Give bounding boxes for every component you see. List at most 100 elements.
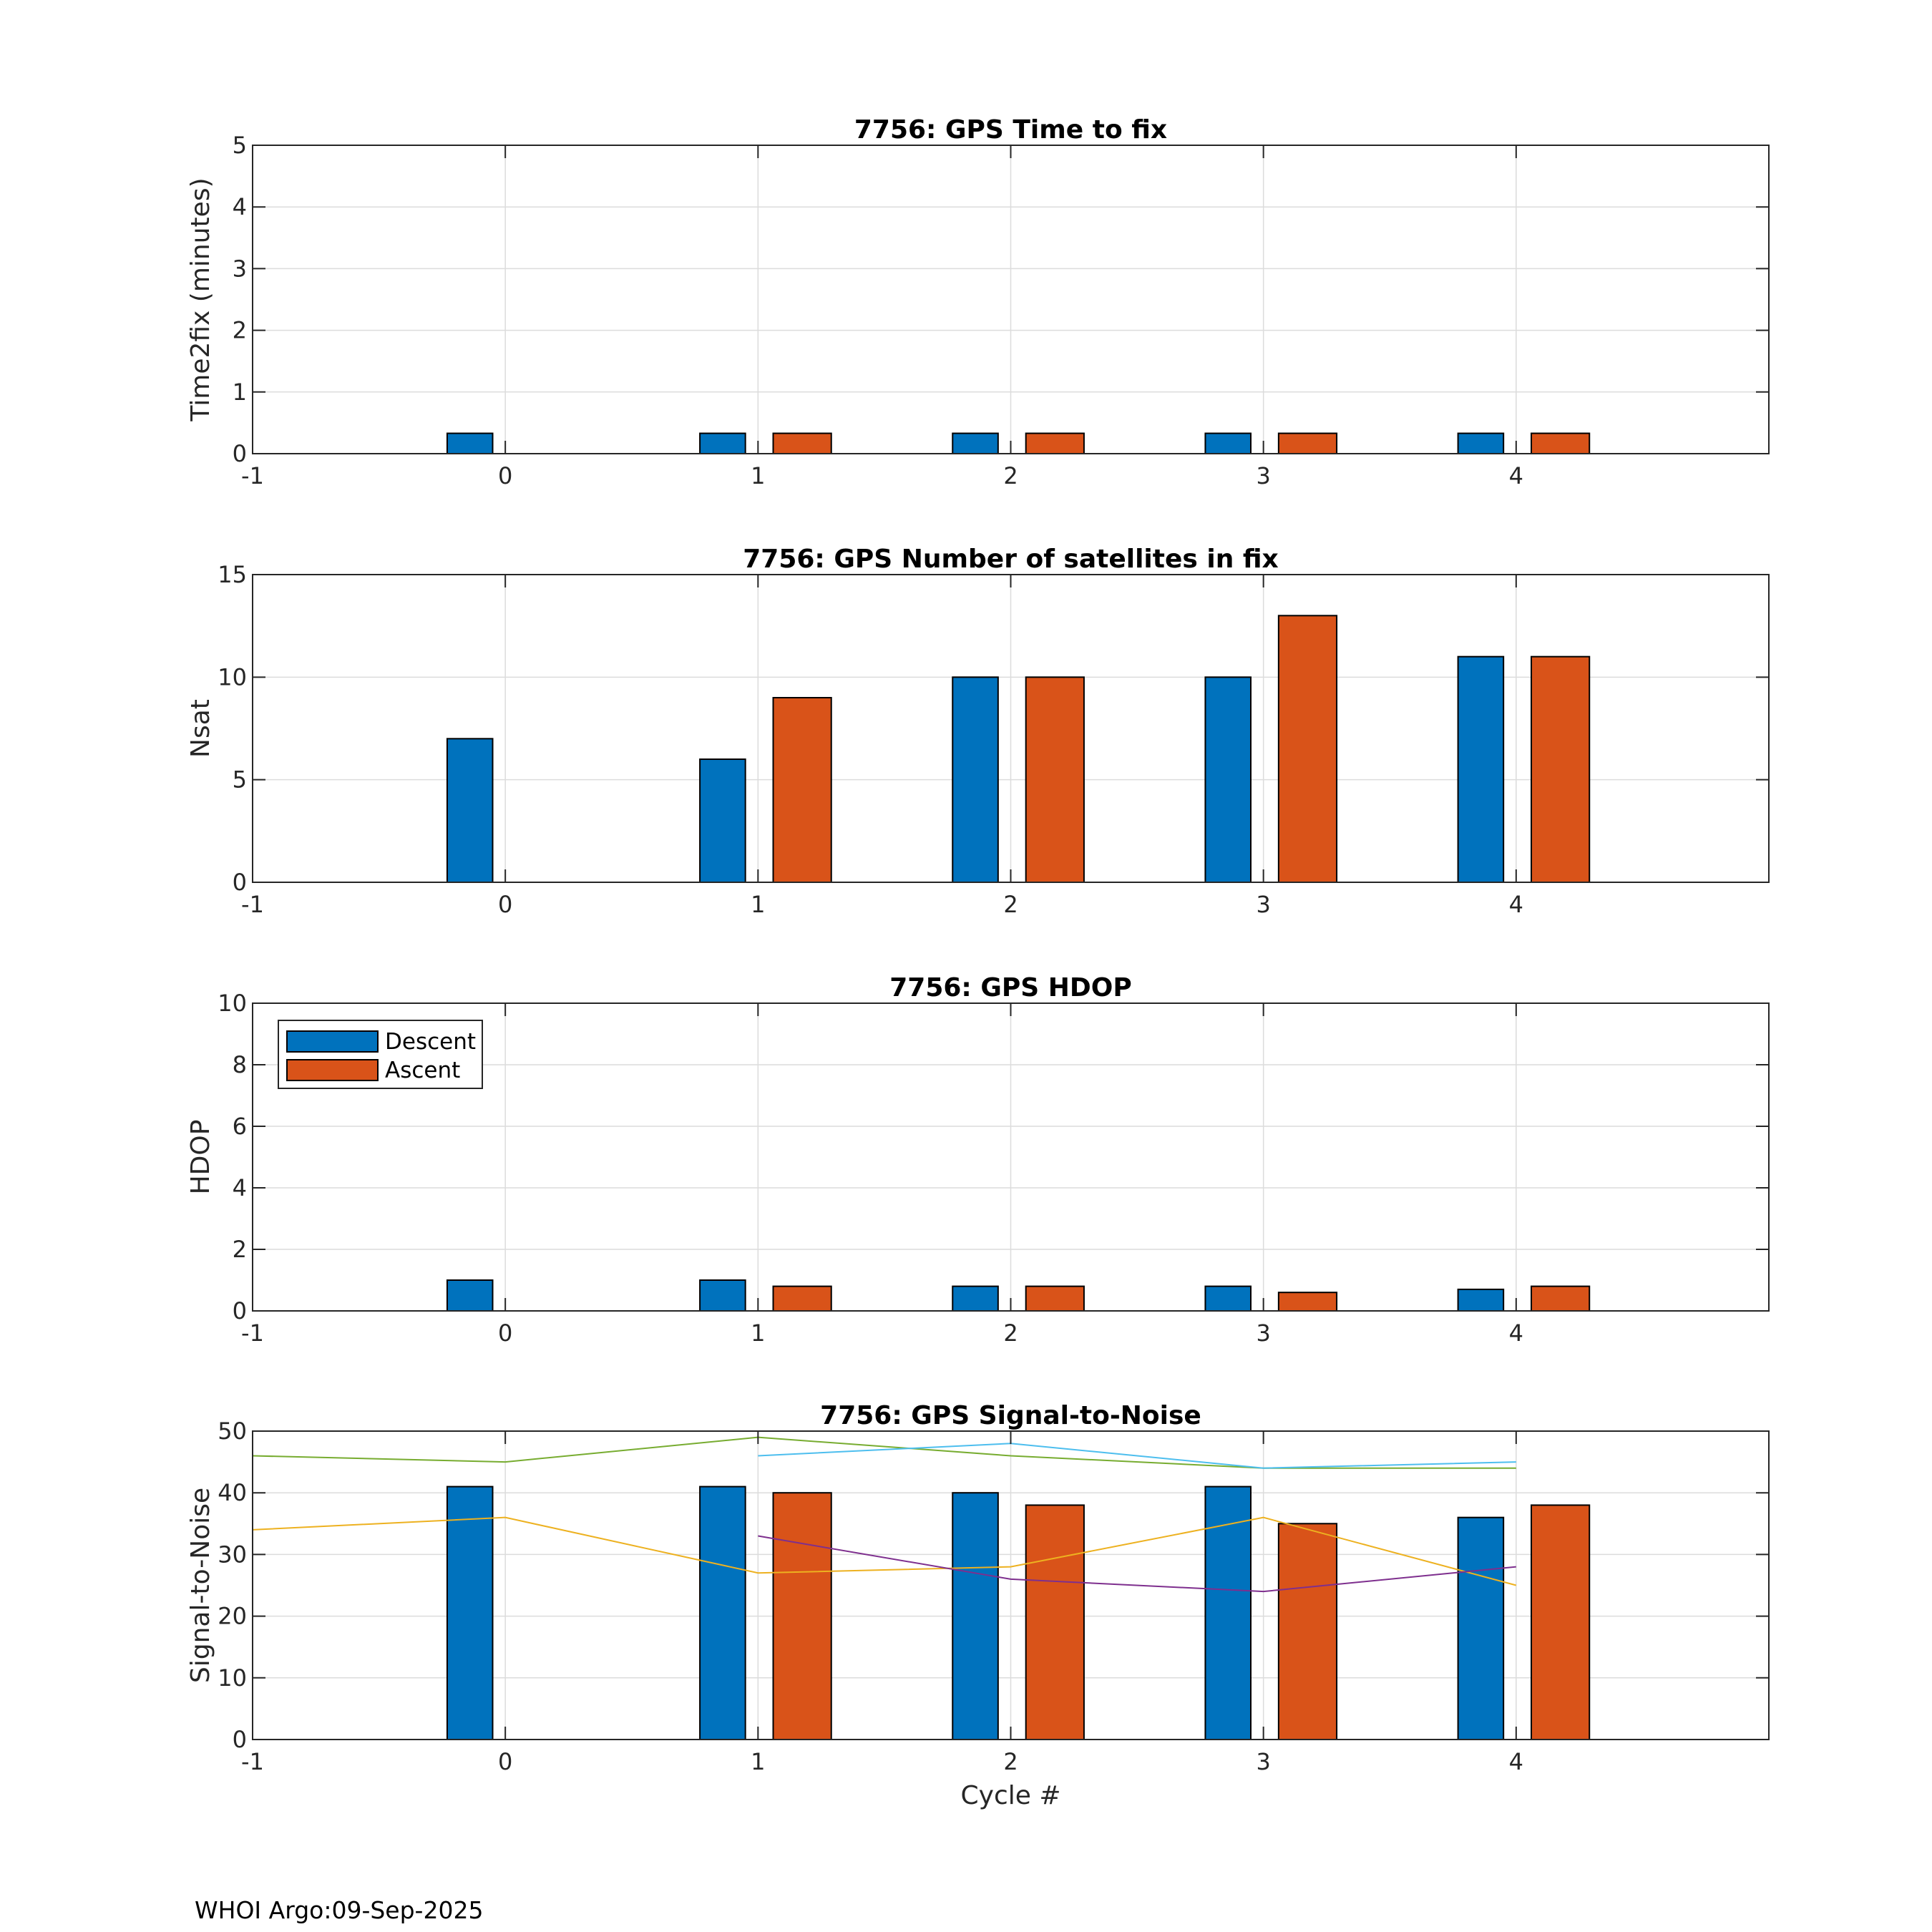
footer-stamp: WHOI Argo:09-Sep-2025 [195,1896,484,1924]
ascent-bar-cycle-3 [1277,1523,1338,1741]
snr-line-4 [758,1535,1516,1593]
x-axis-label: Cycle # [961,1781,1061,1810]
x-tick-label: 1 [751,1319,765,1347]
ascent-bar-cycle-4 [1531,655,1591,884]
x-tick-label: 0 [498,1319,512,1347]
y-tick-label: 8 [233,1051,247,1078]
x-tick-label: 3 [1256,1319,1270,1347]
descent-bar-cycle-3 [1204,1485,1252,1741]
descent-bar-cycle-1 [699,432,746,455]
ascent-bar-cycle-2 [1025,432,1085,455]
y-axis-label: Time2fix (minutes) [186,177,215,421]
ascent-bar-cycle-4 [1531,432,1591,455]
x-tick-label: 0 [498,891,512,918]
y-tick-label: 1 [233,379,247,406]
x-tick-label: 4 [1509,1748,1523,1775]
y-tick-label: 3 [233,255,247,282]
x-tick-label: 1 [751,1748,765,1775]
legend-swatch-ascent [286,1059,379,1081]
x-tick-label: 4 [1509,1319,1523,1347]
legend-swatch-descent [286,1030,379,1053]
y-tick-label: 0 [233,440,247,467]
legend: Descent Ascent [278,1020,483,1089]
y-tick-label: 0 [233,1726,247,1753]
chart-title: 7756: GPS Number of satellites in fix [743,545,1279,574]
ascent-bar-cycle-3 [1277,432,1338,455]
y-tick-label: 10 [218,1664,247,1692]
x-tick-label: 3 [1256,462,1270,489]
y-axis-label: Signal-to-Noise [186,1488,215,1683]
ascent-bar-cycle-1 [772,1492,832,1740]
x-tick-label: 0 [498,1748,512,1775]
chart-title: 7756: GPS HDOP [889,973,1132,1002]
x-tick-label: 3 [1256,1748,1270,1775]
y-tick-label: 20 [218,1603,247,1630]
x-tick-label: -1 [241,1319,264,1347]
y-tick-label: 30 [218,1541,247,1568]
snr-line-1 [252,1436,1516,1469]
descent-bar-cycle-4 [1457,1288,1505,1312]
chart-title: 7756: GPS Time to fix [854,115,1167,145]
descent-bar-cycle-1 [699,1279,746,1312]
y-tick-label: 10 [218,990,247,1017]
x-tick-label: -1 [241,462,264,489]
y-axis-label: HDOP [186,1120,215,1195]
ascent-bar-cycle-3 [1277,1292,1338,1312]
snr-line-2 [758,1443,1516,1469]
y-tick-label: 5 [233,132,247,159]
x-tick-label: 3 [1256,891,1270,918]
descent-bar-cycle-4 [1457,432,1505,455]
y-tick-label: 40 [218,1479,247,1506]
descent-bar-cycle-2 [952,432,999,455]
x-tick-label: 2 [1003,1748,1018,1775]
descent-bar-cycle-2 [952,676,999,883]
y-tick-label: 5 [233,766,247,794]
y-tick-label: 50 [218,1418,247,1445]
descent-bar-cycle-4 [1457,655,1505,884]
x-tick-label: 4 [1509,462,1523,489]
y-tick-label: 4 [233,1174,247,1201]
y-axis-label: Nsat [186,699,215,758]
ascent-bar-cycle-2 [1025,1504,1085,1740]
descent-bar-cycle-2 [952,1492,999,1740]
chart-title: 7756: GPS Signal-to-Noise [820,1401,1201,1430]
descent-bar-cycle-0 [446,738,494,884]
descent-bar-cycle-3 [1204,1285,1252,1312]
y-tick-label: 0 [233,1297,247,1324]
legend-label-ascent: Ascent [385,1058,460,1083]
y-tick-label: 2 [233,1236,247,1263]
legend-label-descent: Descent [385,1029,476,1055]
ascent-bar-cycle-4 [1531,1504,1591,1740]
x-tick-label: -1 [241,1748,264,1775]
x-tick-label: 2 [1003,462,1018,489]
descent-bar-cycle-4 [1457,1516,1505,1740]
x-tick-label: 1 [751,462,765,489]
descent-bar-cycle-3 [1204,676,1252,883]
x-tick-label: 1 [751,891,765,918]
y-tick-label: 4 [233,193,247,220]
y-tick-label: 10 [218,663,247,691]
ascent-bar-cycle-3 [1277,615,1338,883]
descent-bar-cycle-1 [699,758,746,883]
y-tick-label: 0 [233,869,247,896]
y-tick-label: 15 [218,561,247,588]
descent-bar-cycle-0 [446,432,494,455]
y-tick-label: 6 [233,1113,247,1140]
descent-bar-cycle-1 [699,1485,746,1741]
ascent-bar-cycle-1 [772,1285,832,1312]
y-tick-label: 2 [233,317,247,344]
descent-bar-cycle-0 [446,1279,494,1312]
x-tick-label: 2 [1003,1319,1018,1347]
x-tick-label: 4 [1509,891,1523,918]
ascent-bar-cycle-2 [1025,1285,1085,1312]
x-tick-label: 0 [498,462,512,489]
x-tick-label: -1 [241,891,264,918]
descent-bar-cycle-2 [952,1285,999,1312]
descent-bar-cycle-3 [1204,432,1252,455]
ascent-bar-cycle-1 [772,697,832,883]
